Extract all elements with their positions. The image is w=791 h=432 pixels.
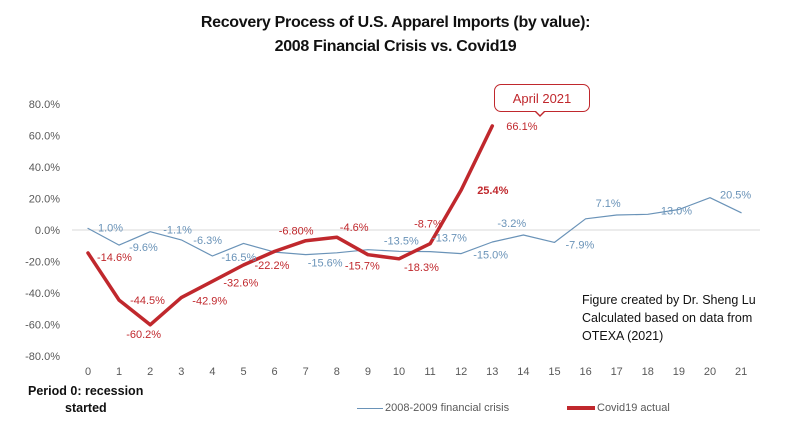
series-financial-crisis-data-label: -3.2%	[497, 218, 526, 230]
y-tick-label: 0.0%	[35, 225, 60, 237]
series-financial-crisis-data-label: 13.0%	[661, 206, 692, 218]
period-note: Period 0: recession started	[28, 383, 143, 417]
x-tick-label: 5	[240, 366, 246, 378]
y-tick-label: -20.0%	[25, 257, 60, 269]
legend-item-financial-crisis: 2008-2009 financial crisis	[357, 402, 509, 414]
x-tick-label: 18	[642, 366, 654, 378]
series-covid19-data-label: -42.9%	[192, 296, 227, 308]
source-note-line: Figure created by Dr. Sheng Lu	[582, 293, 756, 307]
y-axis: 80.0% 60.0% 40.0% 20.0% 0.0% -20.0% -40.0% -60.…	[25, 99, 60, 363]
legend-label: Covid19 actual	[597, 402, 670, 414]
x-tick-label: 7	[303, 366, 309, 378]
series-financial-crisis-data-label: -16.5%	[221, 252, 256, 264]
series-financial-crisis-data-label: 7.1%	[596, 198, 621, 210]
y-tick-label: -60.0%	[25, 320, 60, 332]
x-tick-label: 20	[704, 366, 716, 378]
series-financial-crisis-data-label: -6.3%	[193, 235, 222, 247]
series-covid19-data-label: -4.6%	[340, 222, 369, 234]
period-note-line: started	[65, 401, 107, 415]
series-covid19-data-label: -6.80%	[279, 226, 314, 238]
x-tick-label: 0	[85, 366, 91, 378]
x-tick-label: 12	[455, 366, 467, 378]
series-financial-crisis-data-label: 20.5%	[720, 190, 751, 202]
y-tick-label: 80.0%	[29, 99, 60, 111]
series-financial-crisis-data-label: -13.5%	[384, 236, 419, 248]
series-covid19-data-label: 25.4%	[477, 185, 508, 197]
chart-title: Recovery Process of U.S. Apparel Imports…	[200, 14, 591, 31]
series-covid19-data-label: -44.5%	[130, 295, 165, 307]
series-financial-crisis-data-label: -15.6%	[308, 258, 343, 270]
x-tick-label: 8	[334, 366, 340, 378]
series-financial-crisis-data-label: -15.0%	[473, 250, 508, 262]
x-tick-label: 17	[611, 366, 623, 378]
series-covid19-data-label: -15.7%	[345, 261, 380, 273]
y-tick-label: -80.0%	[25, 351, 60, 363]
x-axis: 0 1 2 3 4 5 6 7 8 9 10 11 12 13 14 15 16 17 18 19 20 21	[85, 366, 747, 378]
data-labels: 1.0% -9.6% -1.1%-6.3% -16.5% -15.6% -13.5% -13…	[97, 121, 751, 341]
series-covid19-data-label: -60.2%	[126, 329, 161, 341]
series-financial-crisis-data-label: -1.1%	[163, 225, 192, 237]
x-tick-label: 15	[548, 366, 560, 378]
x-tick-label: 4	[209, 366, 215, 378]
source-note-line: Calculated based on data from	[582, 311, 753, 325]
x-tick-label: 6	[272, 366, 278, 378]
series-covid19-data-label: -14.6%	[97, 252, 132, 264]
x-tick-label: 9	[365, 366, 371, 378]
legend-label: 2008-2009 financial crisis	[385, 402, 510, 414]
series-financial-crisis-data-label: -7.9%	[566, 239, 595, 251]
series-covid19-data-label: 66.1%	[506, 121, 537, 133]
legend-item-covid19: Covid19 actual	[567, 402, 670, 414]
x-tick-label: 11	[424, 366, 435, 378]
x-tick-label: 2	[147, 366, 153, 378]
x-tick-label: 13	[486, 366, 498, 378]
y-tick-label: 40.0%	[29, 162, 60, 174]
april-2021-callout: April 2021	[494, 84, 590, 112]
x-tick-label: 21	[735, 366, 747, 378]
series-covid19-line	[86, 124, 495, 327]
legend-swatch-blue	[357, 407, 383, 409]
x-tick-label: 14	[517, 366, 529, 378]
y-tick-label: -40.0%	[25, 288, 60, 300]
x-tick-label: 1	[116, 366, 122, 378]
series-covid19-data-label: -22.2%	[255, 260, 290, 272]
period-note-line: Period 0: recession	[28, 384, 144, 398]
y-tick-label: 60.0%	[29, 131, 60, 143]
x-tick-label: 10	[393, 366, 405, 378]
series-covid19-data-label: -32.6%	[223, 277, 258, 289]
series-financial-crisis-data-label: -9.6%	[129, 242, 158, 254]
series-covid19-data-label: -18.3%	[404, 262, 439, 274]
series-financial-crisis-data-label: 1.0%	[98, 222, 123, 234]
x-tick-label: 16	[579, 366, 591, 378]
chart-subtitle: 2008 Financial Crisis vs. Covid19	[274, 38, 517, 55]
legend-swatch-red	[567, 406, 595, 410]
callout-pointer-fill	[535, 110, 545, 115]
x-tick-label: 19	[673, 366, 685, 378]
x-tick-label: 3	[178, 366, 184, 378]
source-note-line: OTEXA (2021)	[582, 329, 664, 343]
series-covid19-data-label: -8.7%	[414, 219, 443, 231]
source-note: Figure created by Dr. Sheng Lu Calculate…	[582, 291, 756, 345]
series-layer	[86, 124, 742, 327]
y-tick-label: 20.0%	[29, 194, 60, 206]
series-financial-crisis-data-label: -13.7%	[432, 233, 467, 245]
